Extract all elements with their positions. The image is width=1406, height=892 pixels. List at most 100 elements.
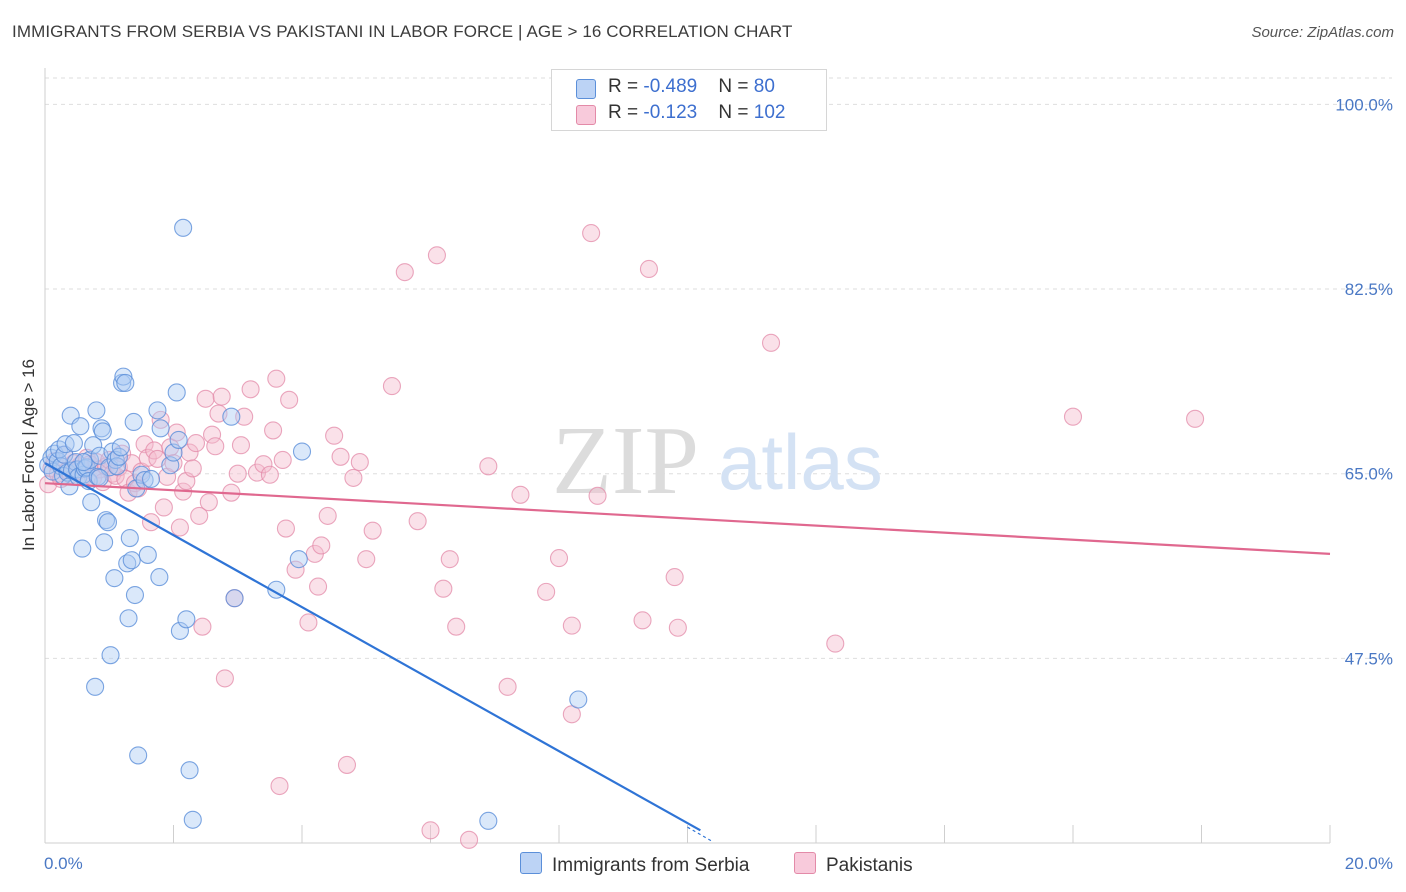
serbia-point-46 <box>116 373 135 392</box>
pakistani-point-71 <box>286 560 305 579</box>
serbia-point-28 <box>87 401 106 420</box>
pakistani-point-101 <box>588 486 607 505</box>
legend-serbia-r-value: -0.489 <box>643 76 698 97</box>
legend-serbia-n-label: N = <box>718 76 754 97</box>
pakistani-point-78 <box>331 447 350 466</box>
pakistani-point-59 <box>231 436 251 455</box>
pakistani-point-69 <box>276 519 295 538</box>
x-tick-label-1: 20.0% <box>1345 854 1393 873</box>
pakistani-point-68 <box>273 450 292 470</box>
serbia-point-14 <box>64 434 83 453</box>
legend-pak-n-value: 102 <box>753 102 786 123</box>
pakistani-point-45 <box>183 459 202 478</box>
serbia-point-45 <box>114 367 133 386</box>
serbia-point-79 <box>90 468 109 487</box>
pakistani-point-97 <box>549 549 569 568</box>
serbia-point-52 <box>125 585 144 605</box>
pakistani-point-108 <box>1063 407 1083 426</box>
serbia-point-27 <box>86 677 105 696</box>
serbia-point-76 <box>569 690 588 709</box>
gridlines <box>45 77 1392 659</box>
y-tick-label-3: 100.0% <box>1335 95 1393 114</box>
pakistani-point-66 <box>267 369 286 388</box>
pakistani-point-84 <box>382 377 402 396</box>
pakistani-point-98 <box>562 616 581 635</box>
pakistani-point-82 <box>357 550 376 569</box>
pakistani-point-52 <box>206 437 225 456</box>
pakistani-point-86 <box>408 512 427 531</box>
pakistani-legend-icon <box>794 852 816 874</box>
pakistani-point-60 <box>235 407 254 426</box>
pakistani-point-75 <box>312 536 331 555</box>
pakistani-point-87 <box>421 821 440 840</box>
serbia-point-55 <box>132 465 151 484</box>
serbia-point-70 <box>183 810 202 829</box>
axes <box>44 68 1331 844</box>
pakistani-point-30 <box>135 435 154 454</box>
serbia-point-64 <box>167 383 186 402</box>
serbia-point-24 <box>80 450 100 470</box>
x-tick-label-0: 0.0% <box>44 854 83 873</box>
serbia-point-43 <box>111 438 130 457</box>
pakistani-point-72 <box>299 613 318 632</box>
pakistani-point-48 <box>193 617 212 636</box>
pakistani-point-93 <box>479 457 498 476</box>
serbia-point-51 <box>124 412 143 432</box>
pakistani-point-106 <box>761 333 781 352</box>
pakistani-point-109 <box>1186 409 1205 428</box>
serbia-trend-extension <box>687 826 714 843</box>
serbia-point-26 <box>84 436 103 455</box>
pakistani-point-89 <box>434 579 453 598</box>
watermark-atlas: atlas <box>718 418 883 506</box>
serbia-trend-line <box>44 462 701 832</box>
pakistani-point-105 <box>668 618 687 637</box>
serbia-legend-icon <box>520 852 542 874</box>
serbia-point-78 <box>74 453 93 472</box>
bottom-legend-pakistani-label: Pakistanis <box>826 855 913 876</box>
pakistani-point-46 <box>186 434 206 453</box>
y-tick-label-2: 82.5% <box>1345 280 1393 299</box>
serbia-point-71 <box>222 407 241 426</box>
pakistani-point-103 <box>639 259 659 279</box>
serbia-points <box>39 218 588 830</box>
serbia-point-65 <box>169 430 188 449</box>
pakistani-point-70 <box>280 390 299 409</box>
serbia-point-39 <box>105 569 124 588</box>
bottom-legend-serbia: Immigrants from Serbia <box>520 852 749 877</box>
pakistani-point-96 <box>537 582 556 601</box>
y-tick-label-1: 65.0% <box>1345 465 1393 484</box>
pakistani-point-94 <box>498 677 517 696</box>
pakistani-point-90 <box>440 550 459 569</box>
serbia-point-75 <box>292 442 312 461</box>
pakistani-point-91 <box>447 617 466 636</box>
y-tick-label-0: 47.5% <box>1345 649 1393 668</box>
pakistani-point-104 <box>665 568 684 587</box>
pakistani-point-64 <box>260 465 279 484</box>
serbia-point-66 <box>170 621 189 640</box>
serbia-point-50 <box>122 551 141 570</box>
pakistani-point-100 <box>582 224 601 243</box>
pakistani-point-102 <box>633 611 652 630</box>
watermark-zip: ZIP <box>552 407 699 515</box>
serbia-point-48 <box>119 609 138 628</box>
legend-pak-n-label: N = <box>718 102 754 123</box>
pakistani-point-41 <box>170 518 189 537</box>
pakistani-point-81 <box>350 453 369 472</box>
pakistani-point-74 <box>309 577 328 596</box>
pakistani-point-85 <box>395 263 414 282</box>
chart-title: IMMIGRANTS FROM SERBIA VS PAKISTANI IN L… <box>12 22 793 41</box>
serbia-point-59 <box>148 401 167 420</box>
pakistani-point-65 <box>264 421 283 440</box>
pakistani-point-36 <box>154 498 173 517</box>
pakistani-point-54 <box>212 387 231 406</box>
pakistani-point-79 <box>337 755 357 774</box>
serbia-point-18 <box>71 417 90 436</box>
pakistani-swatch-icon <box>576 105 596 125</box>
pakistani-point-67 <box>270 776 289 796</box>
serbia-point-67 <box>174 218 193 237</box>
pakistani-point-107 <box>826 634 845 653</box>
pakistani-point-80 <box>344 468 363 487</box>
serbia-point-61 <box>151 419 170 438</box>
pakistani-point-61 <box>241 380 260 399</box>
